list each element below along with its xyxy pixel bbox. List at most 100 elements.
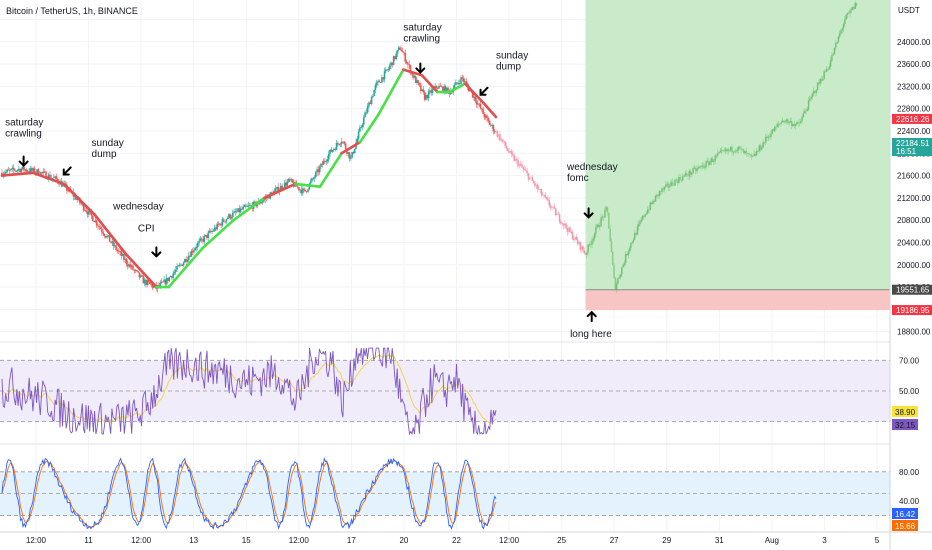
- price-badge-countdown: 16:51: [896, 147, 917, 156]
- candle-body: [496, 131, 499, 137]
- candle-body: [671, 181, 674, 185]
- price-tick-label: 23200.00: [897, 82, 931, 91]
- candle-body: [169, 276, 172, 278]
- candle-body: [409, 65, 412, 74]
- candle-body: [207, 232, 209, 238]
- candle-body: [21, 166, 24, 169]
- candle-body: [693, 167, 696, 169]
- price-badge-text: 19551.65: [896, 286, 930, 295]
- candle-body: [761, 147, 763, 150]
- candle-body: [667, 183, 670, 188]
- candle-body: [753, 153, 755, 156]
- candle-body: [640, 219, 643, 222]
- rsi-value-badge: [892, 406, 918, 417]
- candle-body: [845, 14, 847, 20]
- candle-body: [701, 165, 704, 167]
- candle-body: [551, 207, 553, 209]
- candle-body: [736, 149, 739, 151]
- candle-body: [226, 217, 229, 220]
- candle-body: [361, 124, 364, 128]
- candle-body: [19, 168, 21, 172]
- candle-body: [337, 143, 339, 144]
- rsi-value-text: 38.90: [895, 408, 916, 417]
- time-tick-label: 12:00: [499, 536, 520, 545]
- candle-body: [748, 153, 750, 155]
- candle-body: [20, 168, 23, 172]
- candle-body: [372, 96, 374, 98]
- candle-body: [474, 96, 477, 102]
- candle-body: [622, 264, 624, 268]
- candle-body: [650, 202, 653, 204]
- candle-body: [427, 91, 430, 99]
- candle-body: [422, 89, 425, 93]
- candle-body: [173, 271, 176, 274]
- candle-body: [805, 110, 807, 112]
- candle-body: [123, 254, 125, 260]
- annotation-text: crawling: [403, 34, 440, 45]
- candle-body: [396, 50, 399, 54]
- candle-body: [630, 242, 632, 249]
- candle-body: [512, 153, 514, 156]
- candle-body: [779, 123, 781, 125]
- ma-segment: [232, 196, 266, 222]
- candle-body: [517, 160, 519, 167]
- stoch-value-text: 15.66: [895, 522, 916, 531]
- candle-body: [99, 226, 102, 229]
- candle-body: [491, 125, 493, 126]
- candle-body: [412, 73, 414, 78]
- time-tick-label: 17: [347, 536, 356, 545]
- price-tick-label: 20000.00: [897, 261, 931, 270]
- candle-body: [36, 169, 38, 173]
- candle-body: [84, 210, 86, 211]
- candle-body: [735, 150, 737, 152]
- candle-body: [807, 100, 810, 110]
- candle-body: [357, 131, 360, 139]
- candle-body: [444, 86, 447, 94]
- candle-body: [54, 176, 56, 178]
- candle-body: [792, 124, 794, 127]
- candle-body: [385, 69, 387, 72]
- candle-body: [783, 120, 785, 123]
- candle-body: [745, 151, 748, 154]
- candle-body: [597, 224, 600, 228]
- candle-body: [832, 54, 834, 56]
- candle-body: [833, 47, 836, 55]
- candle-body: [133, 269, 136, 271]
- annotation: CPI: [138, 223, 162, 258]
- candle-body: [16, 169, 19, 171]
- annotation-text: long here: [570, 329, 612, 340]
- candle-body: [338, 143, 340, 145]
- candle-body: [477, 103, 479, 105]
- candle-body: [232, 212, 234, 218]
- candle-body: [654, 196, 657, 202]
- candle-body: [420, 85, 422, 91]
- candle-body: [152, 285, 155, 288]
- candle-body: [233, 211, 235, 213]
- rsi-value-badge: [892, 419, 918, 430]
- candle-body: [126, 264, 129, 267]
- ma-segment: [340, 140, 362, 155]
- candle-body: [609, 228, 611, 241]
- rsi-value-text: 32.15: [895, 421, 916, 430]
- candle-body: [626, 253, 628, 256]
- price-tick-label: 24000.00: [897, 38, 931, 47]
- candle-body: [851, 6, 854, 10]
- candle-body: [102, 231, 104, 235]
- candle-body: [672, 184, 675, 186]
- candle-body: [445, 87, 448, 94]
- candle-body: [55, 176, 58, 180]
- candle-body: [110, 241, 112, 243]
- candle-body: [399, 47, 401, 50]
- candle-body: [163, 279, 165, 283]
- candle-body: [128, 264, 130, 267]
- candle-body: [732, 151, 735, 153]
- candle-body: [601, 216, 604, 218]
- candle-body: [579, 242, 582, 250]
- position-zones[interactable]: [585, 0, 890, 311]
- candle-body: [776, 124, 779, 127]
- candle-body: [386, 69, 388, 71]
- candle-body: [683, 175, 685, 177]
- candle-body: [659, 191, 662, 192]
- candle-body: [104, 235, 107, 238]
